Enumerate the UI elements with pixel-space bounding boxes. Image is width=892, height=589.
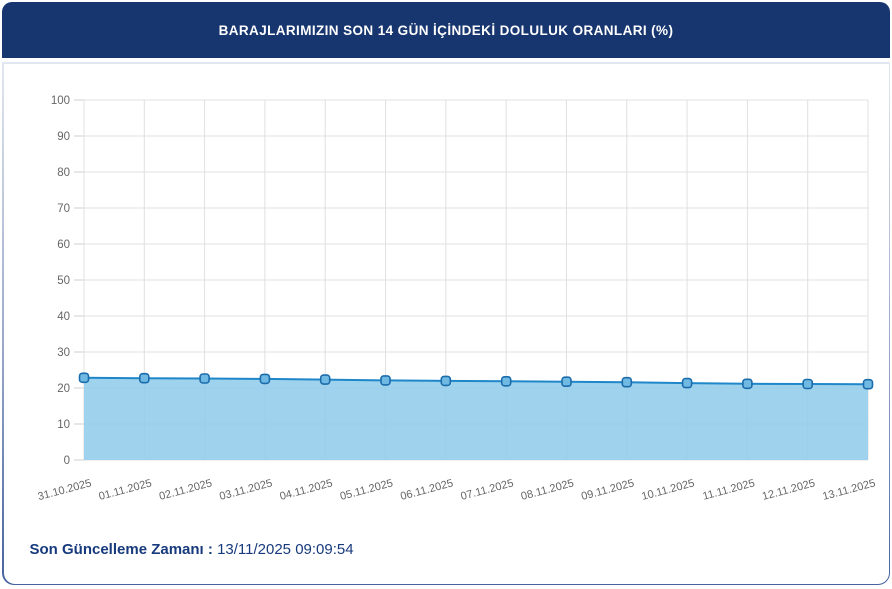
y-axis-label: 80: [57, 167, 70, 179]
last-update-line: Son Güncelleme Zamanı : 13/11/2025 09:09…: [30, 541, 889, 558]
data-point-marker[interactable]: [319, 373, 331, 385]
last-update-value: 13/11/2025 09:09:54: [217, 540, 354, 558]
last-update-separator: :: [203, 540, 218, 558]
x-axis-label: 02.11.2025: [157, 477, 213, 503]
data-point-marker[interactable]: [78, 371, 89, 383]
chart-panel: 0 10 20 30 40 50 60 70 80 90 100 31.10.2025 01.11.20…: [3, 63, 889, 584]
data-point-marker[interactable]: [198, 372, 210, 384]
x-axis-label: 10.11.2025: [640, 477, 696, 503]
y-axis-label: 30: [57, 347, 70, 359]
chart-header-bar: BARAJLARIMIZIN SON 14 GÜN İÇİNDEKİ DOLUL…: [2, 2, 890, 58]
data-point-marker[interactable]: [560, 375, 572, 387]
chart-panel-border: 0 10 20 30 40 50 60 70 80 90 100 31.10.2025 01.11.20…: [2, 62, 890, 585]
y-axis-label: 100: [50, 95, 69, 107]
data-point-marker[interactable]: [681, 377, 692, 388]
data-point-marker[interactable]: [379, 374, 391, 386]
data-point-marker[interactable]: [138, 372, 150, 384]
data-point-marker[interactable]: [741, 377, 753, 389]
data-point-marker[interactable]: [801, 378, 813, 389]
data-point-marker[interactable]: [862, 378, 873, 390]
series-line: [83, 376, 868, 385]
y-axis-label: 90: [57, 131, 70, 143]
last-update-label: Son Güncelleme Zamanı: [29, 540, 204, 558]
x-axis-label: 08.11.2025: [519, 477, 575, 503]
series-area-fill: [83, 377, 868, 460]
x-axis-label: 03.11.2025: [218, 477, 274, 503]
y-axis-label: 20: [57, 383, 70, 395]
y-axis-label: 40: [57, 311, 70, 323]
data-point-marker[interactable]: [620, 376, 632, 388]
y-axis-label: 10: [57, 419, 70, 431]
chart-title: BARAJLARIMIZIN SON 14 GÜN İÇİNDEKİ DOLUL…: [218, 22, 674, 38]
x-axis-label: 13.11.2025: [821, 477, 877, 503]
x-axis-label: 12.11.2025: [760, 477, 816, 503]
data-point-marker[interactable]: [439, 375, 451, 386]
x-axis-label: 11.11.2025: [701, 477, 756, 502]
x-axis-label: 07.11.2025: [459, 477, 515, 503]
y-axis-label: 0: [63, 455, 69, 467]
data-point-marker[interactable]: [259, 373, 270, 384]
y-axis-label: 50: [57, 275, 70, 287]
y-axis-label: 60: [57, 239, 70, 251]
data-point-marker[interactable]: [500, 375, 512, 387]
y-axis-label: 70: [57, 203, 70, 215]
x-axis-label: 06.11.2025: [399, 477, 455, 503]
x-axis-label: 31.10.2025: [36, 477, 92, 503]
x-axis-label: 01.11.2025: [97, 477, 153, 503]
area-chart[interactable]: 0 10 20 30 40 50 60 70 80 90 100 31.10.2025 01.11.20…: [4, 72, 888, 527]
x-axis-label: 04.11.2025: [278, 477, 334, 503]
x-axis-label: 05.11.2025: [338, 477, 394, 503]
x-axis-label: 09.11.2025: [580, 477, 636, 503]
